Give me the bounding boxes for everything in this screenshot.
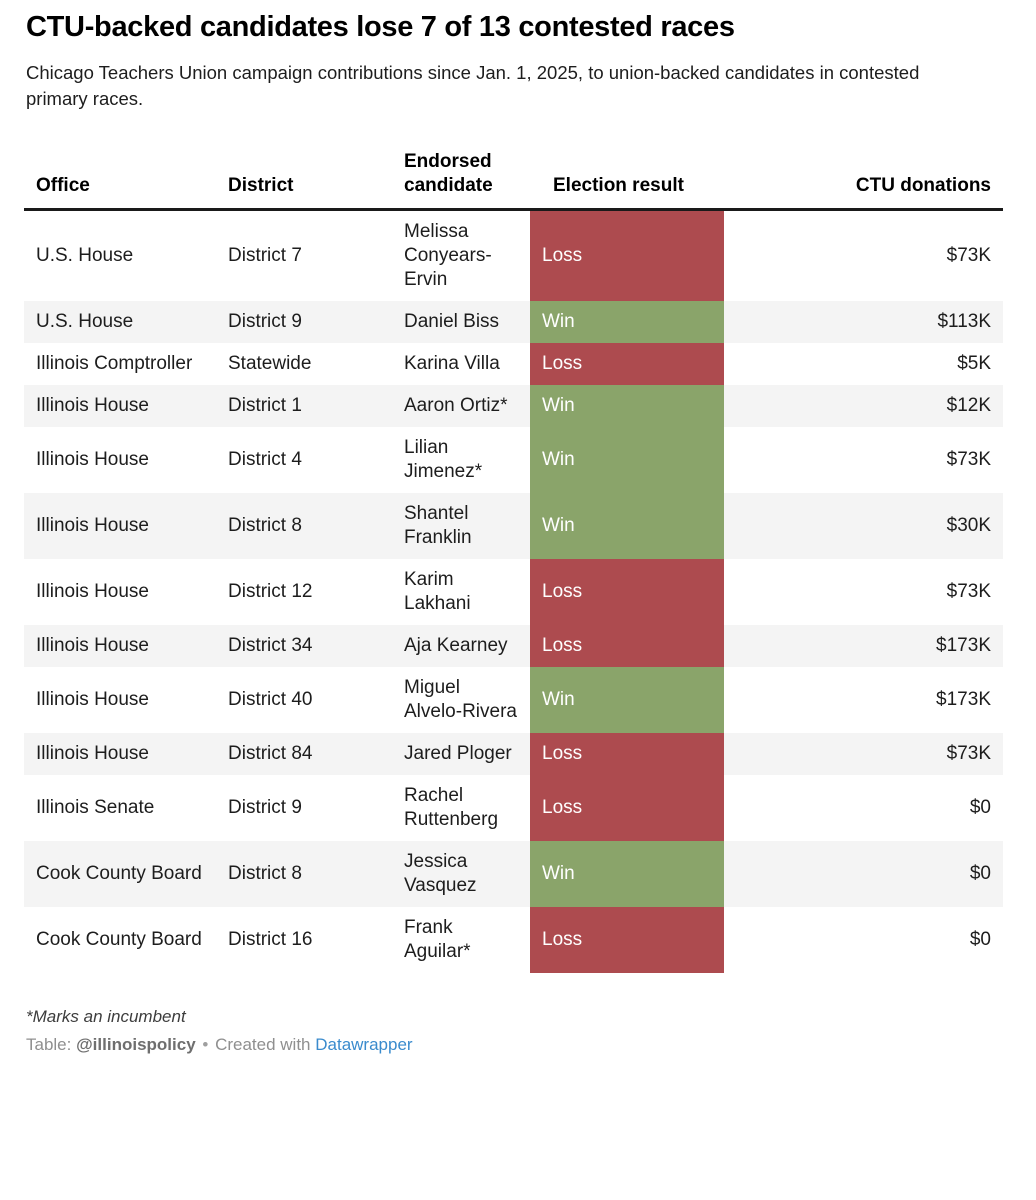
district-cell: District 4: [228, 449, 302, 470]
office-cell: Illinois House: [36, 449, 149, 470]
district-cell: District 40: [228, 689, 313, 710]
candidate-cell: Jessica Vasquez: [404, 851, 477, 896]
candidate-cell: Aja Kearney: [404, 635, 508, 656]
candidate-cell: Shantel Franklin: [404, 503, 472, 548]
office-cell: Illinois Comptroller: [36, 353, 193, 374]
office-cell: Illinois House: [36, 689, 149, 710]
office-cell: U.S. House: [36, 245, 134, 266]
table-row: U.S. House District 7 Melissa Conyears-E…: [24, 209, 1003, 301]
column-header-result: Election result: [530, 150, 724, 211]
district-cell: District 34: [228, 635, 313, 656]
source-prefix: Table:: [26, 1035, 72, 1054]
table-body: U.S. House District 7 Melissa Conyears-E…: [24, 209, 1003, 973]
donations-cell: $0: [969, 797, 991, 818]
office-cell: Illinois House: [36, 635, 149, 656]
table-row: Illinois House District 40 Miguel Alvelo…: [24, 667, 1003, 733]
district-cell: District 16: [228, 929, 313, 950]
table-row: Illinois House District 84 Jared Ploger …: [24, 733, 1003, 775]
table-row: Illinois Senate District 9 Rachel Rutten…: [24, 775, 1003, 841]
result-cell: Win: [530, 427, 724, 493]
candidate-cell: Rachel Ruttenberg: [404, 785, 499, 830]
candidate-cell: Frank Aguilar*: [404, 917, 471, 962]
donations-cell: $73K: [946, 449, 991, 470]
donations-cell: $0: [969, 929, 991, 950]
column-header-candidate: Endorsed candidate: [392, 150, 530, 211]
donations-cell: $173K: [936, 635, 991, 656]
table-row: Illinois House District 12 Karim Lakhani…: [24, 559, 1003, 625]
donations-cell: $0: [969, 863, 991, 884]
donations-cell: $173K: [936, 689, 991, 710]
chart-subtitle: Chicago Teachers Union campaign contribu…: [26, 62, 920, 109]
district-cell: Statewide: [228, 353, 312, 374]
office-cell: Illinois House: [36, 515, 149, 536]
datawrapper-table-card: CTU-backed candidates lose 7 of 13 conte…: [24, 11, 1012, 1055]
candidate-cell: Karim Lakhani: [404, 569, 471, 614]
donations-cell: $12K: [946, 395, 991, 416]
district-cell: District 12: [228, 581, 313, 602]
donations-cell: $73K: [946, 245, 991, 266]
created-with-label: Created with: [215, 1035, 311, 1054]
result-cell: Loss: [530, 907, 724, 973]
donations-cell: $5K: [957, 353, 991, 374]
column-header-office: Office: [24, 150, 216, 211]
district-cell: District 1: [228, 395, 302, 416]
chart-title: CTU-backed candidates lose 7 of 13 conte…: [26, 11, 735, 43]
donations-cell: $73K: [946, 581, 991, 602]
datawrapper-link[interactable]: Datawrapper: [315, 1035, 413, 1054]
donations-cell: $73K: [946, 743, 991, 764]
bullet-separator: •: [202, 1035, 209, 1054]
candidate-cell: Aaron Ortiz*: [404, 395, 508, 416]
column-header-donations: CTU donations: [724, 150, 1003, 211]
candidate-cell: Karina Villa: [404, 353, 500, 374]
candidate-cell: Daniel Biss: [404, 311, 500, 332]
result-cell: Win: [530, 301, 724, 343]
district-cell: District 8: [228, 863, 302, 884]
result-cell: Loss: [530, 343, 724, 385]
table-row: Illinois Comptroller Statewide Karina Vi…: [24, 343, 1003, 385]
candidate-cell: Miguel Alvelo-Rivera: [404, 677, 517, 722]
table-row: U.S. House District 9 Daniel Biss Win $1…: [24, 301, 1003, 343]
district-cell: District 8: [228, 515, 302, 536]
result-cell: Loss: [530, 733, 724, 775]
table-row: Illinois House District 4 Lilian Jimenez…: [24, 427, 1003, 493]
district-cell: District 9: [228, 797, 302, 818]
district-cell: District 9: [228, 311, 302, 332]
result-cell: Win: [530, 667, 724, 733]
office-cell: Illinois Senate: [36, 797, 155, 818]
result-cell: Loss: [530, 559, 724, 625]
attribution-line: Table: @illinoispolicy • Created with Da…: [26, 1035, 1012, 1055]
office-cell: Illinois House: [36, 395, 149, 416]
district-cell: District 84: [228, 743, 313, 764]
donations-cell: $30K: [946, 515, 991, 536]
candidate-cell: Lilian Jimenez*: [404, 437, 483, 482]
source-handle: @illinoispolicy: [76, 1035, 196, 1054]
office-cell: Illinois House: [36, 743, 149, 764]
result-cell: Win: [530, 841, 724, 907]
donations-cell: $113K: [937, 311, 991, 332]
result-cell: Loss: [530, 625, 724, 667]
results-table: Office District Endorsed candidate Elect…: [24, 150, 1003, 973]
column-header-district: District: [216, 150, 392, 211]
table-header: Office District Endorsed candidate Elect…: [24, 150, 1003, 211]
table-row: Cook County Board District 16 Frank Agui…: [24, 907, 1003, 973]
office-cell: Cook County Board: [36, 863, 202, 884]
header-row: Office District Endorsed candidate Elect…: [24, 150, 1003, 211]
footnote: *Marks an incumbent: [26, 1007, 186, 1026]
result-cell: Loss: [530, 209, 724, 301]
office-cell: U.S. House: [36, 311, 134, 332]
table-row: Illinois House District 8 Shantel Frankl…: [24, 493, 1003, 559]
office-cell: Illinois House: [36, 581, 149, 602]
candidate-cell: Jared Ploger: [404, 743, 512, 764]
result-cell: Win: [530, 493, 724, 559]
result-cell: Win: [530, 385, 724, 427]
district-cell: District 7: [228, 245, 302, 266]
table-row: Illinois House District 1 Aaron Ortiz* W…: [24, 385, 1003, 427]
candidate-cell: Melissa Conyears-Ervin: [404, 221, 492, 290]
table-row: Illinois House District 34 Aja Kearney L…: [24, 625, 1003, 667]
result-cell: Loss: [530, 775, 724, 841]
table-row: Cook County Board District 8 Jessica Vas…: [24, 841, 1003, 907]
office-cell: Cook County Board: [36, 929, 202, 950]
